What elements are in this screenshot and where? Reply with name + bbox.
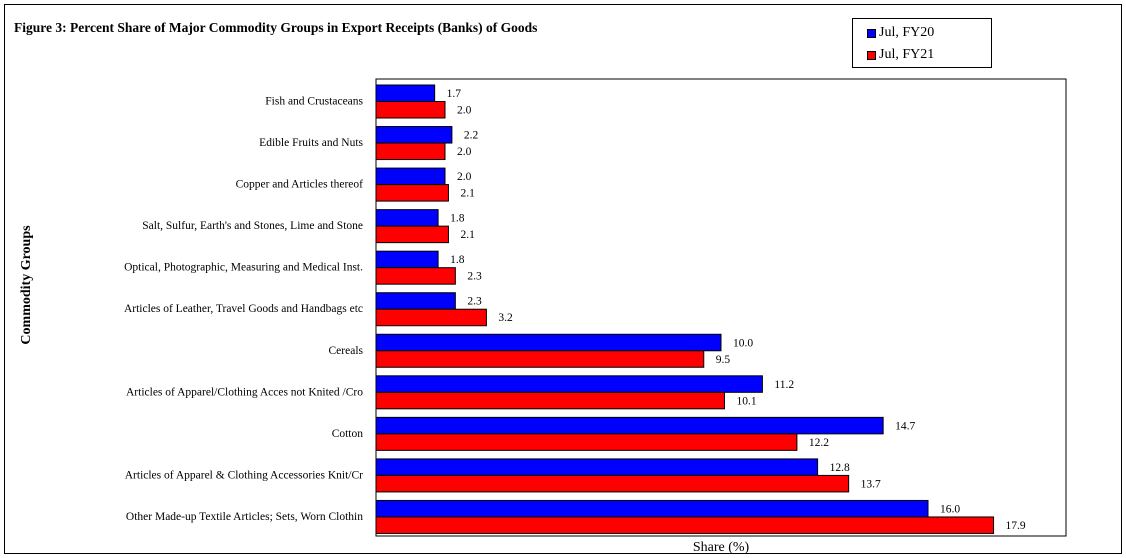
- data-label-series-2: 13.7: [861, 478, 881, 490]
- bar-series-2: [375, 350, 705, 368]
- category-label: Copper and Articles thereof: [236, 179, 364, 191]
- bar-series-1: [375, 250, 439, 269]
- data-label-series-1: 10.0: [733, 337, 753, 349]
- data-label-series-1: 1.8: [450, 254, 465, 266]
- bar-series-1: [375, 209, 439, 227]
- data-label-series-1: 12.8: [830, 462, 850, 474]
- data-label-series-2: 3.2: [498, 312, 513, 324]
- data-label-series-1: 2.3: [467, 296, 482, 308]
- bar-series-1: [375, 292, 456, 310]
- data-label-series-2: 12.2: [809, 437, 829, 449]
- data-label-series-2: 2.0: [457, 146, 472, 158]
- bar-series-1: [375, 375, 763, 393]
- bar-series-2: [375, 433, 798, 451]
- data-label-series-2: 17.9: [1006, 520, 1026, 532]
- chart-title: Figure 3: Percent Share of Major Commodi…: [14, 20, 538, 35]
- data-label-series-2: 10.1: [736, 395, 756, 407]
- bar-series-2: [375, 391, 725, 410]
- data-label-series-1: 11.2: [774, 379, 794, 391]
- bar-series-2: [375, 474, 850, 493]
- category-label: Cereals: [329, 345, 364, 357]
- bar-series-1: [375, 416, 884, 435]
- legend-item-series-2: Jul, FY21: [867, 45, 934, 65]
- x-axis-label: Share (%): [692, 540, 750, 555]
- category-label: Articles of Leather, Travel Goods and Ha…: [124, 303, 363, 315]
- data-label-series-2: 2.0: [457, 105, 472, 117]
- legend-swatch-series-2: [867, 50, 876, 60]
- bar-series-1: [375, 458, 819, 476]
- legend-item-series-1: Jul, FY20: [867, 23, 934, 43]
- data-label-series-2: 2.3: [467, 271, 482, 283]
- bar-series-2: [375, 184, 449, 202]
- data-label-series-2: 2.1: [460, 188, 475, 200]
- bar-series-1: [375, 333, 722, 352]
- bar-series-2: [375, 225, 449, 244]
- legend-label-series-1: Jul, FY20: [879, 25, 935, 40]
- data-label-series-2: 9.5: [716, 354, 731, 366]
- data-label-series-1: 1.8: [450, 213, 465, 225]
- legend-label-series-2: Jul, FY21: [879, 47, 935, 62]
- category-label: Articles of Apparel/Clothing Acces not K…: [126, 386, 363, 398]
- category-label: Edible Fruits and Nuts: [259, 137, 363, 149]
- category-label: Optical, Photographic, Measuring and Med…: [124, 262, 363, 274]
- bar-series-2: [375, 516, 995, 534]
- legend-swatch-series-1: [867, 28, 876, 38]
- category-label: Articles of Apparel & Clothing Accessori…: [125, 469, 363, 481]
- bar-series-2: [375, 267, 456, 285]
- bar-series-2: [375, 308, 487, 327]
- category-label: Fish and Crustaceans: [265, 96, 363, 108]
- bar-series-1: [375, 499, 929, 518]
- data-label-series-1: 16.0: [940, 503, 960, 515]
- bar-series-2: [375, 142, 446, 161]
- bar-series-1: [375, 84, 436, 102]
- data-label-series-1: 2.0: [457, 171, 472, 183]
- category-label: Salt, Sulfur, Earth's and Stones, Lime a…: [142, 220, 363, 232]
- data-label-series-1: 14.7: [895, 420, 915, 432]
- data-label-series-1: 1.7: [447, 88, 462, 100]
- category-label: Other Made-up Textile Articles; Sets, Wo…: [126, 511, 363, 523]
- legend: Jul, FY20 Jul, FY21: [852, 18, 992, 68]
- bar-series-2: [375, 101, 446, 119]
- bar-series-1: [375, 126, 453, 144]
- data-label-series-2: 2.1: [460, 229, 475, 241]
- category-label: Cotton: [332, 428, 364, 440]
- data-label-series-1: 2.2: [464, 130, 479, 142]
- bar-series-1: [375, 167, 446, 186]
